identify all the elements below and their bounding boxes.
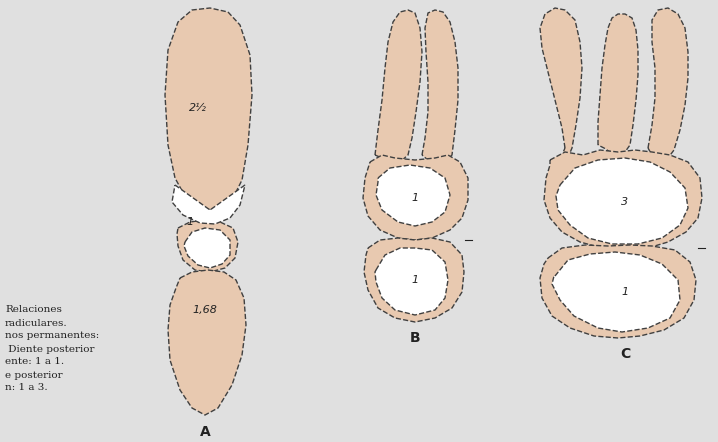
Polygon shape [540,8,582,158]
Text: radiculares.: radiculares. [5,319,67,328]
Text: nos permanentes:: nos permanentes: [5,332,99,340]
Polygon shape [648,8,688,158]
Text: 1: 1 [187,217,194,227]
Text: 1: 1 [411,275,419,285]
Text: e posterior: e posterior [5,370,62,380]
Polygon shape [168,270,246,415]
Polygon shape [376,165,450,226]
Text: n: 1 a 3.: n: 1 a 3. [5,384,47,392]
Text: 1: 1 [622,287,628,297]
Polygon shape [540,245,696,338]
Polygon shape [184,228,230,268]
Polygon shape [422,10,458,162]
Text: 2½: 2½ [189,103,207,113]
Polygon shape [556,158,688,244]
Text: A: A [200,425,210,439]
Polygon shape [598,14,638,154]
Text: Relaciones: Relaciones [5,305,62,315]
Text: ente: 1 a 1.: ente: 1 a 1. [5,358,64,366]
Polygon shape [552,252,680,332]
Polygon shape [172,185,245,224]
Polygon shape [375,10,422,162]
Text: 1,68: 1,68 [192,305,218,315]
Text: B: B [410,331,420,345]
Polygon shape [177,220,238,272]
Text: C: C [620,347,630,361]
Text: 3: 3 [622,197,628,207]
Text: Diente posterior: Diente posterior [5,344,95,354]
Text: 1: 1 [411,193,419,203]
Polygon shape [363,155,468,240]
Polygon shape [375,248,448,315]
Polygon shape [364,238,464,322]
Polygon shape [544,150,702,250]
Polygon shape [165,8,252,210]
